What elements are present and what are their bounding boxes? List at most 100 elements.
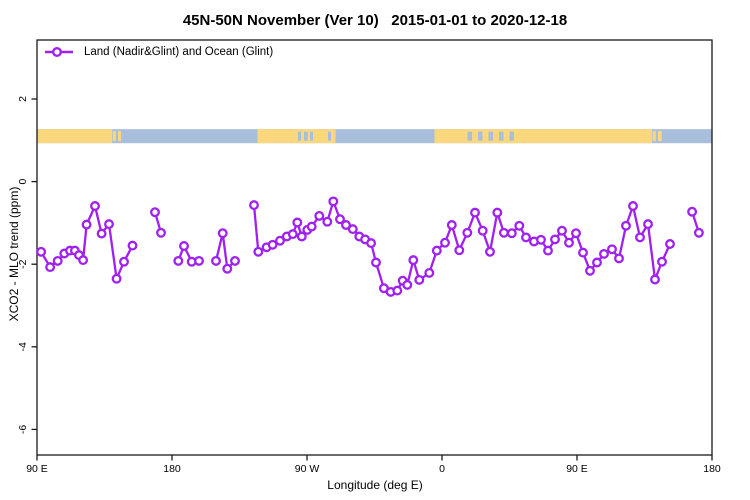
data-point-marker xyxy=(498,227,509,238)
map-band-land xyxy=(37,129,112,144)
x-tick-label: 180 xyxy=(703,463,721,475)
data-point-marker xyxy=(462,227,473,238)
data-point-marker xyxy=(446,220,457,230)
x-tick-label: 90 E xyxy=(566,463,588,475)
data-point-marker xyxy=(650,274,660,285)
data-point-marker xyxy=(550,234,560,245)
data-point-marker xyxy=(230,255,240,266)
series-line xyxy=(214,232,237,270)
x-axis-title: Longitude (deg E) xyxy=(327,478,423,492)
x-tick-label: 90 W xyxy=(295,463,320,475)
data-point-marker xyxy=(249,200,259,211)
data-point-marker xyxy=(328,196,339,207)
data-point-marker xyxy=(253,246,264,257)
data-point-marker xyxy=(341,220,351,230)
data-point-marker xyxy=(366,238,377,249)
data-point-marker xyxy=(90,201,100,211)
data-point-marker xyxy=(322,216,333,227)
data-point-marker xyxy=(621,220,631,231)
data-point-marker xyxy=(275,235,285,246)
data-point-marker xyxy=(521,232,531,243)
data-point-marker xyxy=(485,246,495,257)
data-point-marker xyxy=(81,219,92,230)
data-point-marker xyxy=(536,234,546,245)
legend: Land (Nadir&Glint) and Ocean (Glint) xyxy=(44,44,273,60)
data-point-marker xyxy=(267,239,278,250)
data-point-marker xyxy=(173,255,184,266)
data-point-marker xyxy=(543,245,553,256)
legend-line-marker-icon xyxy=(45,47,73,57)
data-point-marker xyxy=(119,256,129,267)
data-point-marker xyxy=(179,241,189,251)
data-point-marker xyxy=(424,267,435,278)
map-band-land xyxy=(434,129,652,144)
data-point-marker xyxy=(657,256,667,267)
x-tick-label: 180 xyxy=(163,463,181,475)
data-point-marker xyxy=(408,255,419,266)
data-point-marker xyxy=(564,237,574,248)
data-point-marker xyxy=(557,225,567,236)
data-point-marker xyxy=(392,285,403,296)
data-point-marker xyxy=(440,237,450,248)
data-point-marker xyxy=(150,207,160,218)
data-point-marker xyxy=(36,246,47,257)
data-point-marker xyxy=(347,224,358,235)
map-band-land-speckle xyxy=(652,131,656,142)
y-tick-label: -2 xyxy=(17,259,29,268)
data-point-marker xyxy=(96,228,107,239)
map-band-land xyxy=(257,129,336,144)
y-axis-title: XCO2 - MLO trend (ppm) xyxy=(7,186,21,322)
data-point-marker xyxy=(571,228,581,239)
map-band-ocean-speckle xyxy=(328,131,331,141)
data-point-marker xyxy=(470,207,480,218)
legend-label: Land (Nadir&Glint) and Ocean (Glint) xyxy=(84,46,274,58)
data-point-marker xyxy=(222,263,233,274)
data-point-marker xyxy=(78,255,89,266)
data-point-marker xyxy=(127,240,138,251)
data-point-marker xyxy=(292,217,303,228)
map-band-ocean-speckle xyxy=(298,131,301,141)
x-tick-label: 0 xyxy=(439,463,445,475)
data-point-marker xyxy=(287,229,298,240)
data-point-marker xyxy=(296,231,307,242)
data-point-marker xyxy=(111,273,122,284)
map-band-ocean-speckle xyxy=(478,131,483,141)
data-point-marker xyxy=(314,210,325,221)
data-point-marker xyxy=(506,228,517,239)
y-tick-label: -6 xyxy=(17,425,29,434)
data-point-marker xyxy=(45,262,56,273)
y-tick-label: 2 xyxy=(17,96,29,102)
y-tick-label: 0 xyxy=(17,179,29,185)
map-band-land-speckle xyxy=(118,131,121,142)
map-band-ocean-speckle xyxy=(310,131,313,141)
map-band-ocean-speckle xyxy=(467,131,472,141)
data-point-marker xyxy=(402,279,413,290)
data-point-marker xyxy=(607,244,617,255)
data-point-marker xyxy=(194,255,204,266)
x-tick-label: 90 E xyxy=(26,463,48,475)
data-point-marker xyxy=(306,221,317,232)
data-point-marker xyxy=(693,227,704,238)
data-point-marker xyxy=(585,265,595,276)
data-point-marker xyxy=(217,228,228,239)
data-point-marker xyxy=(578,247,588,258)
data-point-marker xyxy=(614,253,624,264)
data-point-marker xyxy=(156,227,166,238)
data-point-marker xyxy=(477,225,488,236)
data-point-marker xyxy=(514,220,525,231)
data-point-marker xyxy=(371,257,381,268)
map-band-ocean-speckle xyxy=(488,131,493,141)
plot-box xyxy=(36,39,713,456)
data-point-marker xyxy=(665,239,675,249)
chart-title: 45N-50N November (Ver 10) 2015-01-01 to … xyxy=(182,12,568,29)
data-point-marker xyxy=(643,219,653,230)
data-point-marker xyxy=(52,255,63,266)
map-band-ocean-speckle xyxy=(304,131,308,141)
y-tick-label: -4 xyxy=(17,342,29,351)
data-point-marker xyxy=(592,257,602,268)
data-point-marker xyxy=(635,232,645,243)
data-point-marker xyxy=(599,248,609,259)
data-point-marker xyxy=(687,206,698,217)
